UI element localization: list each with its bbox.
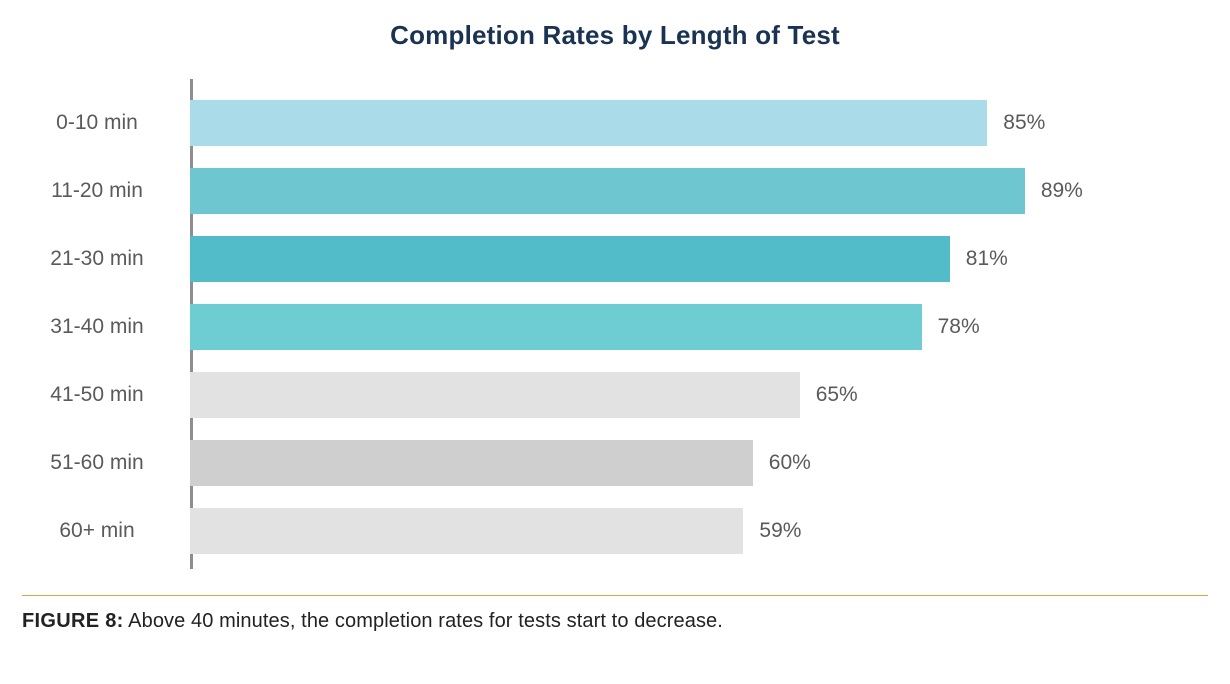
figure-caption-label: FIGURE 8: xyxy=(22,610,124,632)
bar-value-label: 85% xyxy=(1003,111,1045,135)
bar-row: 51-60 min60% xyxy=(190,429,1128,497)
chart-title: Completion Rates by Length of Test xyxy=(22,20,1208,51)
bar-row: 31-40 min78% xyxy=(190,293,1128,361)
bar-track: 60% xyxy=(190,440,1128,486)
bar-track: 81% xyxy=(190,236,1128,282)
bar-category-label: 0-10 min xyxy=(22,111,172,135)
bar-track: 78% xyxy=(190,304,1128,350)
chart-area: 0-10 min85%11-20 min89%21-30 min81%31-40… xyxy=(22,79,1208,569)
bar-category-label: 11-20 min xyxy=(22,179,172,203)
bar-row: 41-50 min65% xyxy=(190,361,1128,429)
bar-value-label: 81% xyxy=(966,247,1008,271)
bar-value-label: 78% xyxy=(938,315,980,339)
bar-track: 85% xyxy=(190,100,1128,146)
bar-fill xyxy=(190,100,987,146)
bar-fill xyxy=(190,304,922,350)
bar-value-label: 65% xyxy=(816,383,858,407)
bar-value-label: 60% xyxy=(769,451,811,475)
bar-category-label: 51-60 min xyxy=(22,451,172,475)
bar-fill xyxy=(190,168,1025,214)
bar-fill xyxy=(190,508,743,554)
figure-caption-text: Above 40 minutes, the completion rates f… xyxy=(124,610,723,632)
bar-category-label: 21-30 min xyxy=(22,247,172,271)
bar-fill xyxy=(190,440,753,486)
bar-category-label: 31-40 min xyxy=(22,315,172,339)
bar-category-label: 41-50 min xyxy=(22,383,172,407)
bar-fill xyxy=(190,372,800,418)
bar-fill xyxy=(190,236,950,282)
bar-category-label: 60+ min xyxy=(22,519,172,543)
caption-divider xyxy=(22,595,1208,596)
bar-value-label: 89% xyxy=(1041,179,1083,203)
figure-caption: FIGURE 8: Above 40 minutes, the completi… xyxy=(22,610,1208,633)
chart-container: Completion Rates by Length of Test 0-10 … xyxy=(22,20,1208,633)
bar-row: 21-30 min81% xyxy=(190,225,1128,293)
bars-group: 0-10 min85%11-20 min89%21-30 min81%31-40… xyxy=(190,79,1128,569)
bar-row: 11-20 min89% xyxy=(190,157,1128,225)
bar-row: 0-10 min85% xyxy=(190,89,1128,157)
bar-value-label: 59% xyxy=(759,519,801,543)
bar-track: 65% xyxy=(190,372,1128,418)
bar-track: 89% xyxy=(190,168,1128,214)
bar-track: 59% xyxy=(190,508,1128,554)
bar-row: 60+ min59% xyxy=(190,497,1128,565)
